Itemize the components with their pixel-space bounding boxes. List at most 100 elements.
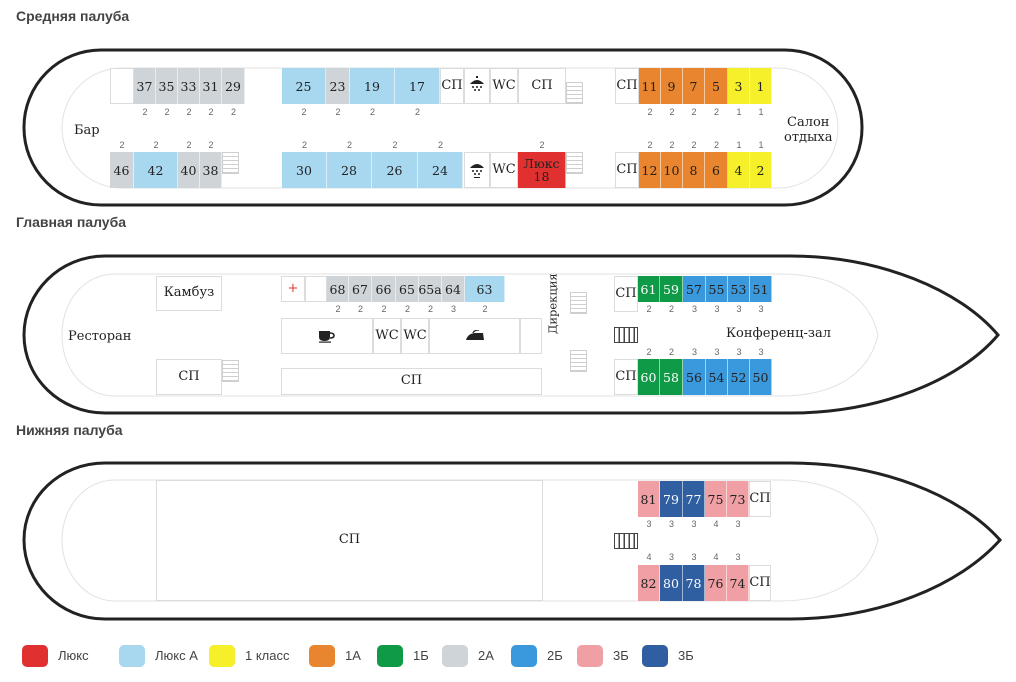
cabin-luxe-18[interactable]: Люкс 18 xyxy=(518,152,566,188)
cabin-64[interactable]: 64 xyxy=(442,276,465,302)
cabin-17[interactable]: 17 xyxy=(395,68,440,104)
cabin-30[interactable]: 30 xyxy=(282,152,327,188)
cabin-67[interactable]: 67 xyxy=(349,276,372,302)
cabin-capacity: 2 xyxy=(301,140,307,150)
sp-room[interactable]: СП xyxy=(156,480,543,601)
bar-label: Бар xyxy=(74,123,100,138)
cabin-23[interactable]: 23 xyxy=(326,68,350,104)
cabin-11[interactable]: 11 xyxy=(639,68,661,104)
cabin-capacity: 2 xyxy=(381,304,387,314)
legend-label: 1А xyxy=(345,648,361,663)
cabin-19[interactable]: 19 xyxy=(350,68,395,104)
cabin-capacity: 2 xyxy=(301,107,307,117)
legend-label: 3Б xyxy=(613,648,629,663)
cabin-37[interactable]: 37 xyxy=(134,68,156,104)
cabin-76[interactable]: 76 xyxy=(705,565,727,601)
cabin-24[interactable]: 24 xyxy=(418,152,463,188)
cabin-capacity: 3 xyxy=(646,519,652,529)
main-deck-title: Главная палуба xyxy=(16,214,126,230)
utility-room xyxy=(520,318,542,354)
cabin-7[interactable]: 7 xyxy=(683,68,705,104)
cabin-38[interactable]: 38 xyxy=(200,152,222,188)
cabin-capacity: 3 xyxy=(668,519,674,529)
cabin-80[interactable]: 80 xyxy=(660,565,683,601)
cabin-53[interactable]: 53 xyxy=(728,276,750,302)
cabin-6[interactable]: 6 xyxy=(705,152,728,188)
cabin-65[interactable]: 65 xyxy=(396,276,419,302)
legend-swatch xyxy=(442,645,468,667)
cabin-capacity: 4 xyxy=(713,552,719,562)
stairs-icon xyxy=(222,360,239,382)
cabin-5[interactable]: 5 xyxy=(705,68,728,104)
cabin-4[interactable]: 4 xyxy=(728,152,750,188)
sp-room[interactable]: СП xyxy=(615,68,639,104)
cabin-3[interactable]: 3 xyxy=(728,68,750,104)
cafe-icon xyxy=(281,318,373,354)
cabin-28[interactable]: 28 xyxy=(327,152,372,188)
sp-room[interactable]: СП xyxy=(749,481,771,517)
cabin-35[interactable]: 35 xyxy=(156,68,178,104)
cabin-54[interactable]: 54 xyxy=(706,359,728,395)
salon-label: Салон отдыха xyxy=(784,115,833,145)
wc-room[interactable]: WC xyxy=(490,152,518,188)
sp-room[interactable]: СП xyxy=(614,276,638,312)
cabin-74[interactable]: 74 xyxy=(727,565,749,601)
cabin-58[interactable]: 58 xyxy=(660,359,683,395)
cabin-68[interactable]: 68 xyxy=(327,276,349,302)
cabin-51[interactable]: 51 xyxy=(750,276,772,302)
cabin-56[interactable]: 56 xyxy=(683,359,706,395)
cabin-77[interactable]: 77 xyxy=(683,481,705,517)
cabin-40[interactable]: 40 xyxy=(178,152,200,188)
sp-room[interactable]: СП xyxy=(440,68,464,104)
cabin-78[interactable]: 78 xyxy=(683,565,705,601)
medical-room[interactable]: + xyxy=(281,276,305,302)
cabin-75[interactable]: 75 xyxy=(705,481,727,517)
wc-room[interactable]: WC xyxy=(401,318,429,354)
galley-room[interactable]: Камбуз xyxy=(156,276,222,311)
sp-room[interactable]: СП xyxy=(518,68,566,104)
cabin-12[interactable]: 12 xyxy=(639,152,661,188)
cabin-capacity: 3 xyxy=(691,552,697,562)
iron-icon xyxy=(429,318,520,354)
sp-room[interactable]: СП xyxy=(615,152,639,188)
cabin-82[interactable]: 82 xyxy=(638,565,660,601)
sp-room[interactable]: СП xyxy=(749,565,771,601)
cabin-61[interactable]: 61 xyxy=(638,276,660,302)
cabin-25[interactable]: 25 xyxy=(282,68,326,104)
legend-swatch xyxy=(22,645,48,667)
sp-room[interactable]: СП xyxy=(614,359,638,395)
cabin-60[interactable]: 60 xyxy=(638,359,660,395)
cabin-capacity: 1 xyxy=(736,107,742,117)
cabin-2[interactable]: 2 xyxy=(750,152,772,188)
cabin-33[interactable]: 33 xyxy=(178,68,200,104)
sp-room[interactable]: СП xyxy=(156,359,222,395)
main-deck-hull xyxy=(22,254,1000,415)
cabin-59[interactable]: 59 xyxy=(660,276,683,302)
wc-room[interactable]: WC xyxy=(490,68,518,104)
cabin-66[interactable]: 66 xyxy=(372,276,396,302)
cabin-capacity: 2 xyxy=(647,140,653,150)
cabin-57[interactable]: 57 xyxy=(683,276,706,302)
cabin-46[interactable]: 46 xyxy=(110,152,134,188)
cabin-10[interactable]: 10 xyxy=(661,152,683,188)
legend-label: 2Б xyxy=(547,648,563,663)
cabin-52[interactable]: 52 xyxy=(728,359,750,395)
cabin-65а[interactable]: 65а xyxy=(418,276,442,302)
cabin-42[interactable]: 42 xyxy=(134,152,178,188)
cabin-9[interactable]: 9 xyxy=(661,68,683,104)
sp-room[interactable]: СП xyxy=(281,368,542,395)
cabin-63[interactable]: 63 xyxy=(465,276,505,302)
direction-office[interactable]: Дирекция xyxy=(543,274,563,334)
cabin-73[interactable]: 73 xyxy=(727,481,749,517)
cabin-26[interactable]: 26 xyxy=(372,152,418,188)
cabin-31[interactable]: 31 xyxy=(200,68,222,104)
cabin-55[interactable]: 55 xyxy=(706,276,728,302)
cabin-81[interactable]: 81 xyxy=(638,481,660,517)
cabin-capacity: 4 xyxy=(713,519,719,529)
cabin-8[interactable]: 8 xyxy=(683,152,705,188)
cabin-50[interactable]: 50 xyxy=(750,359,772,395)
cabin-1[interactable]: 1 xyxy=(750,68,772,104)
cabin-29[interactable]: 29 xyxy=(222,68,245,104)
cabin-79[interactable]: 79 xyxy=(660,481,683,517)
wc-room[interactable]: WC xyxy=(373,318,401,354)
